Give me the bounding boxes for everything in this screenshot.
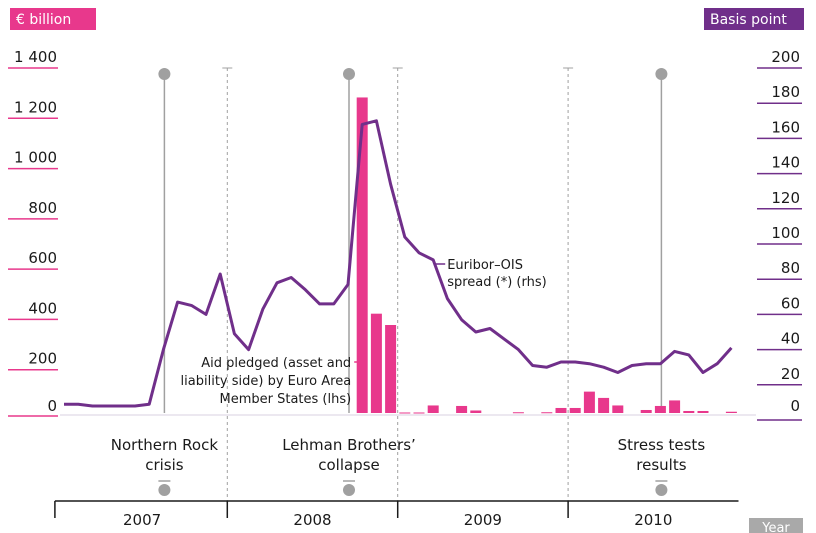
bar — [725, 411, 737, 413]
left-tick-label: 800 — [28, 199, 57, 217]
bar-series-label: liability side) by Euro Area — [181, 374, 352, 389]
year-label: 2007 — [123, 511, 161, 529]
right-tick-label: 140 — [771, 154, 800, 172]
bar — [399, 412, 411, 414]
event-marker-bottom — [655, 484, 668, 496]
bar — [697, 410, 709, 413]
bar — [541, 412, 553, 414]
right-tick-label: 120 — [771, 189, 800, 207]
year-label: 2009 — [464, 511, 502, 529]
right-tick-label: 100 — [771, 224, 800, 242]
left-axis-header: € billion — [16, 12, 71, 28]
bar — [456, 405, 468, 413]
event-label: Lehman Brothers’ — [282, 436, 416, 454]
year-label: 2010 — [634, 511, 672, 529]
event-label: crisis — [145, 456, 184, 474]
event-label: collapse — [318, 456, 380, 474]
x-axis-label: Year — [761, 521, 790, 533]
event-label: Stress tests — [618, 436, 706, 454]
event-marker-top — [158, 68, 171, 80]
bar — [555, 407, 567, 413]
line-series-label: spread (*) (rhs) — [447, 275, 546, 290]
bar — [356, 97, 368, 413]
bar — [640, 409, 652, 413]
year-label: 2008 — [293, 511, 331, 529]
bar — [583, 391, 595, 413]
left-tick-label: 200 — [28, 350, 57, 368]
bar — [683, 410, 695, 413]
right-tick-label: 0 — [790, 397, 800, 415]
left-tick-label: 1 400 — [14, 48, 57, 66]
right-tick-label: 40 — [781, 330, 800, 348]
line-series-label: Euribor–OIS — [447, 258, 523, 273]
left-tick-label: 1 000 — [14, 149, 57, 167]
event-marker-top — [655, 68, 668, 80]
right-tick-label: 20 — [781, 365, 800, 383]
bar — [427, 405, 439, 413]
bar — [370, 313, 382, 413]
bar-series-label: Aid pledged (asset and — [201, 356, 351, 371]
right-tick-label: 60 — [781, 294, 800, 312]
event-marker-top — [343, 68, 355, 80]
right-tick-label: 180 — [771, 83, 800, 101]
left-axis-header-box — [10, 8, 96, 30]
event-label: Northern Rock — [111, 436, 219, 454]
bar — [612, 405, 624, 413]
left-tick-label: 0 — [47, 397, 57, 415]
left-tick-label: 1 200 — [14, 98, 57, 116]
event-marker-bottom — [343, 484, 355, 496]
left-tick-label: 400 — [28, 299, 57, 317]
right-axis-header-box — [704, 8, 804, 30]
right-axis-header: Basis point — [710, 12, 787, 28]
event-marker-bottom — [158, 484, 171, 496]
spread-line — [64, 119, 733, 408]
right-tick-label: 160 — [771, 118, 800, 136]
right-tick-label: 200 — [771, 48, 800, 66]
bar — [385, 325, 397, 413]
bar — [470, 410, 482, 413]
event-label: results — [636, 456, 686, 474]
bar — [512, 412, 524, 414]
bar — [413, 412, 425, 414]
right-tick-label: 80 — [781, 259, 800, 277]
bar — [669, 400, 681, 413]
bar — [569, 407, 581, 413]
bar — [598, 397, 610, 413]
left-tick-label: 600 — [28, 249, 57, 267]
bar — [654, 405, 666, 413]
bar-series-label: Member States (lhs) — [219, 392, 351, 407]
x-axis-label-box — [749, 518, 803, 533]
